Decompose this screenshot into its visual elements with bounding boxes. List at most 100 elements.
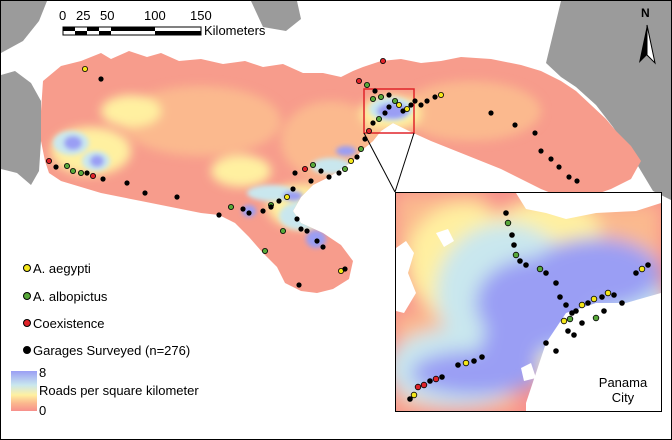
inset-survey-point: [479, 354, 485, 360]
main-survey-point: [294, 216, 300, 222]
inset-survey-point: [517, 258, 523, 264]
survey-points-main: [46, 58, 580, 288]
density-low-value: 0: [39, 403, 47, 418]
main-survey-point: [290, 186, 296, 192]
main-survey-point: [320, 244, 326, 250]
main-survey-point: [363, 82, 370, 89]
inset-survey-point: [414, 383, 422, 391]
main-survey-point: [174, 194, 180, 200]
main-survey-point: [98, 76, 104, 82]
main-survey-point: [90, 172, 97, 179]
inset-survey-point: [585, 300, 591, 306]
main-survey-point: [336, 170, 342, 176]
main-survey-point: [279, 227, 286, 234]
costa-rica-land-south: [1, 71, 41, 185]
inset-survey-point: [571, 332, 577, 338]
main-survey-point: [309, 161, 316, 168]
inset-survey-point: [604, 289, 612, 297]
main-survey-point: [296, 282, 302, 288]
main-survey-point: [124, 180, 130, 186]
main-survey-point: [357, 145, 364, 152]
inset-survey-point: [633, 270, 639, 276]
inset-connector-left: [363, 132, 396, 193]
inset-survey-point: [553, 348, 559, 354]
inset-survey-point: [579, 320, 585, 326]
main-survey-point: [532, 130, 538, 136]
main-survey-point: [408, 102, 414, 108]
inset-survey-point: [599, 294, 605, 300]
main-survey-point: [304, 228, 310, 234]
colombia-coast: [251, 1, 301, 31]
scale-tick-100: 100: [144, 8, 166, 23]
aegypti-swatch: [23, 264, 31, 272]
main-survey-point: [100, 176, 106, 182]
main-survey-point: [142, 190, 148, 196]
inset-survey-point: [619, 300, 625, 306]
main-survey-point: [432, 94, 438, 100]
north-label: N: [641, 6, 650, 20]
inset-survey-point: [462, 359, 470, 367]
inset-survey-point: [560, 317, 568, 325]
main-survey-point: [512, 122, 518, 128]
scale-unit-label: Kilometers: [204, 23, 266, 38]
inset-survey-point: [573, 308, 579, 314]
main-survey-point: [369, 96, 376, 103]
main-survey-point: [566, 174, 572, 180]
inset-survey-point: [566, 315, 574, 323]
inset-survey-point: [611, 292, 617, 298]
main-survey-point: [298, 226, 304, 232]
colombia-land: [546, 1, 671, 200]
inset-survey-point: [645, 262, 651, 268]
inset-survey-point: [511, 242, 517, 248]
main-survey-point: [53, 164, 59, 170]
scale-tick-0: 0: [59, 8, 67, 23]
inset-survey-point: [563, 302, 569, 308]
main-survey-point: [301, 165, 308, 172]
inset-survey-point: [509, 232, 515, 238]
survey-points-inset: [407, 210, 651, 402]
main-survey-point: [379, 58, 386, 65]
inset-survey-point: [553, 280, 559, 286]
main-survey-point: [318, 168, 324, 174]
scale-tick-150: 150: [190, 8, 212, 23]
main-survey-point: [424, 98, 430, 104]
inset-survey-point: [590, 295, 598, 303]
main-survey-point: [386, 92, 392, 98]
inset-survey-point: [512, 251, 520, 259]
inset-survey-point: [420, 381, 428, 389]
inset-city-label: Panama City: [598, 375, 648, 405]
inset-survey-point: [427, 378, 433, 384]
main-survey-point: [70, 167, 77, 174]
main-survey-point: [362, 136, 368, 142]
main-survey-point: [372, 88, 378, 94]
main-survey-point: [574, 178, 580, 184]
scale-bar-graphic: [62, 26, 202, 36]
main-survey-point: [342, 266, 348, 272]
main-survey-point: [246, 210, 252, 216]
inset-survey-point: [439, 374, 445, 380]
garages-swatch: [23, 346, 31, 354]
inset-survey-point: [543, 340, 549, 346]
main-survey-point: [240, 206, 246, 212]
inset-survey-point: [592, 314, 600, 322]
main-survey-point: [216, 212, 222, 218]
main-survey-point: [488, 110, 494, 116]
main-survey-point: [377, 94, 384, 101]
main-survey-point: [341, 165, 348, 172]
inset-survey-point: [455, 362, 461, 368]
main-survey-point: [556, 164, 562, 170]
main-survey-point: [227, 203, 234, 210]
inset-survey-point: [565, 328, 571, 334]
scale-tick-50: 50: [100, 8, 115, 23]
main-survey-point: [538, 148, 544, 154]
main-survey-point: [326, 174, 332, 180]
density-label: Roads per square kilometer: [39, 383, 199, 398]
main-survey-point: [292, 170, 298, 176]
main-survey-point: [391, 98, 398, 105]
main-survey-point: [370, 120, 376, 126]
albopictus-swatch: [23, 292, 31, 300]
main-survey-point: [375, 116, 382, 123]
scale-tick-25: 25: [76, 8, 91, 23]
main-survey-point: [382, 110, 388, 116]
